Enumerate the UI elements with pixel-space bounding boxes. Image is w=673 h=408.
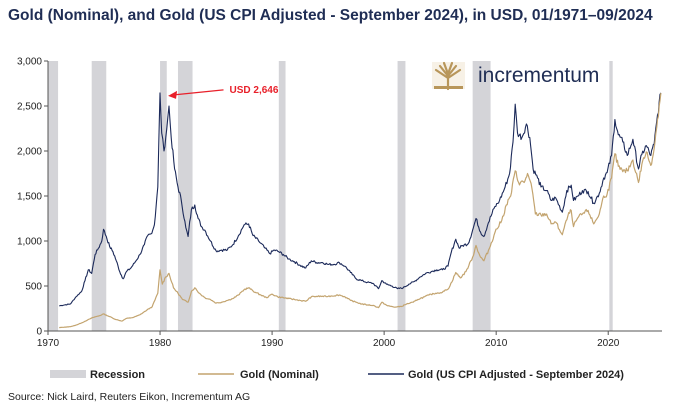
y-tick-label: 0 bbox=[36, 327, 42, 338]
recession-band bbox=[177, 61, 193, 331]
logo-ground bbox=[434, 86, 463, 89]
recession-band bbox=[609, 61, 613, 331]
logo-text: incrementum bbox=[478, 64, 599, 87]
x-tick-label: 2000 bbox=[373, 338, 396, 349]
annotation-arrow-line bbox=[173, 89, 224, 96]
y-tick-label: 3,000 bbox=[17, 57, 42, 68]
axes: 0 500 1,000 1,500 2,000 2,500 3,000 1970 1980 199… bbox=[17, 57, 662, 349]
y-tick-label: 1,000 bbox=[17, 237, 42, 248]
recession-band bbox=[160, 61, 167, 331]
legend-label-recession: Recession bbox=[90, 369, 145, 381]
recession-band bbox=[48, 61, 59, 331]
recession-bands bbox=[48, 61, 613, 331]
recession-band bbox=[91, 61, 107, 331]
series-lines bbox=[59, 92, 662, 329]
source-note: Source: Nick Laird, Reuters Eikon, Incre… bbox=[8, 391, 251, 403]
y-tick-label: 2,000 bbox=[17, 147, 42, 158]
chart-title: Gold (Nominal), and Gold (US CPI Adjuste… bbox=[8, 7, 653, 24]
legend-label-nominal: Gold (Nominal) bbox=[240, 369, 319, 381]
annotations: USD 2,646 bbox=[168, 85, 279, 99]
recession-band bbox=[397, 61, 406, 331]
legend-label-cpi: Gold (US CPI Adjusted - September 2024) bbox=[408, 369, 624, 381]
tree-logo-icon bbox=[432, 61, 465, 91]
x-tick-label: 2010 bbox=[485, 338, 508, 349]
x-tick-label: 2020 bbox=[597, 338, 620, 349]
y-tick-label: 500 bbox=[25, 282, 42, 293]
annotation-label: USD 2,646 bbox=[230, 85, 279, 96]
x-tick-label: 1980 bbox=[149, 338, 172, 349]
recession-band bbox=[278, 61, 286, 331]
series-line-nominal bbox=[59, 92, 662, 329]
logo-tree-branches bbox=[434, 61, 462, 91]
legend-swatch-recession bbox=[50, 370, 86, 378]
x-tick-label: 1970 bbox=[37, 338, 60, 349]
y-tick-label: 2,500 bbox=[17, 102, 42, 113]
y-tick-label: 1,500 bbox=[17, 192, 42, 203]
x-tick-label: 1990 bbox=[261, 338, 284, 349]
incrementum-logo: incrementum bbox=[432, 61, 599, 91]
legend: Recession Gold (Nominal) Gold (US CPI Adju… bbox=[50, 369, 624, 381]
annotation-arrow-head bbox=[168, 90, 178, 99]
series-line-cpi bbox=[59, 92, 662, 307]
recession-band bbox=[472, 61, 491, 331]
